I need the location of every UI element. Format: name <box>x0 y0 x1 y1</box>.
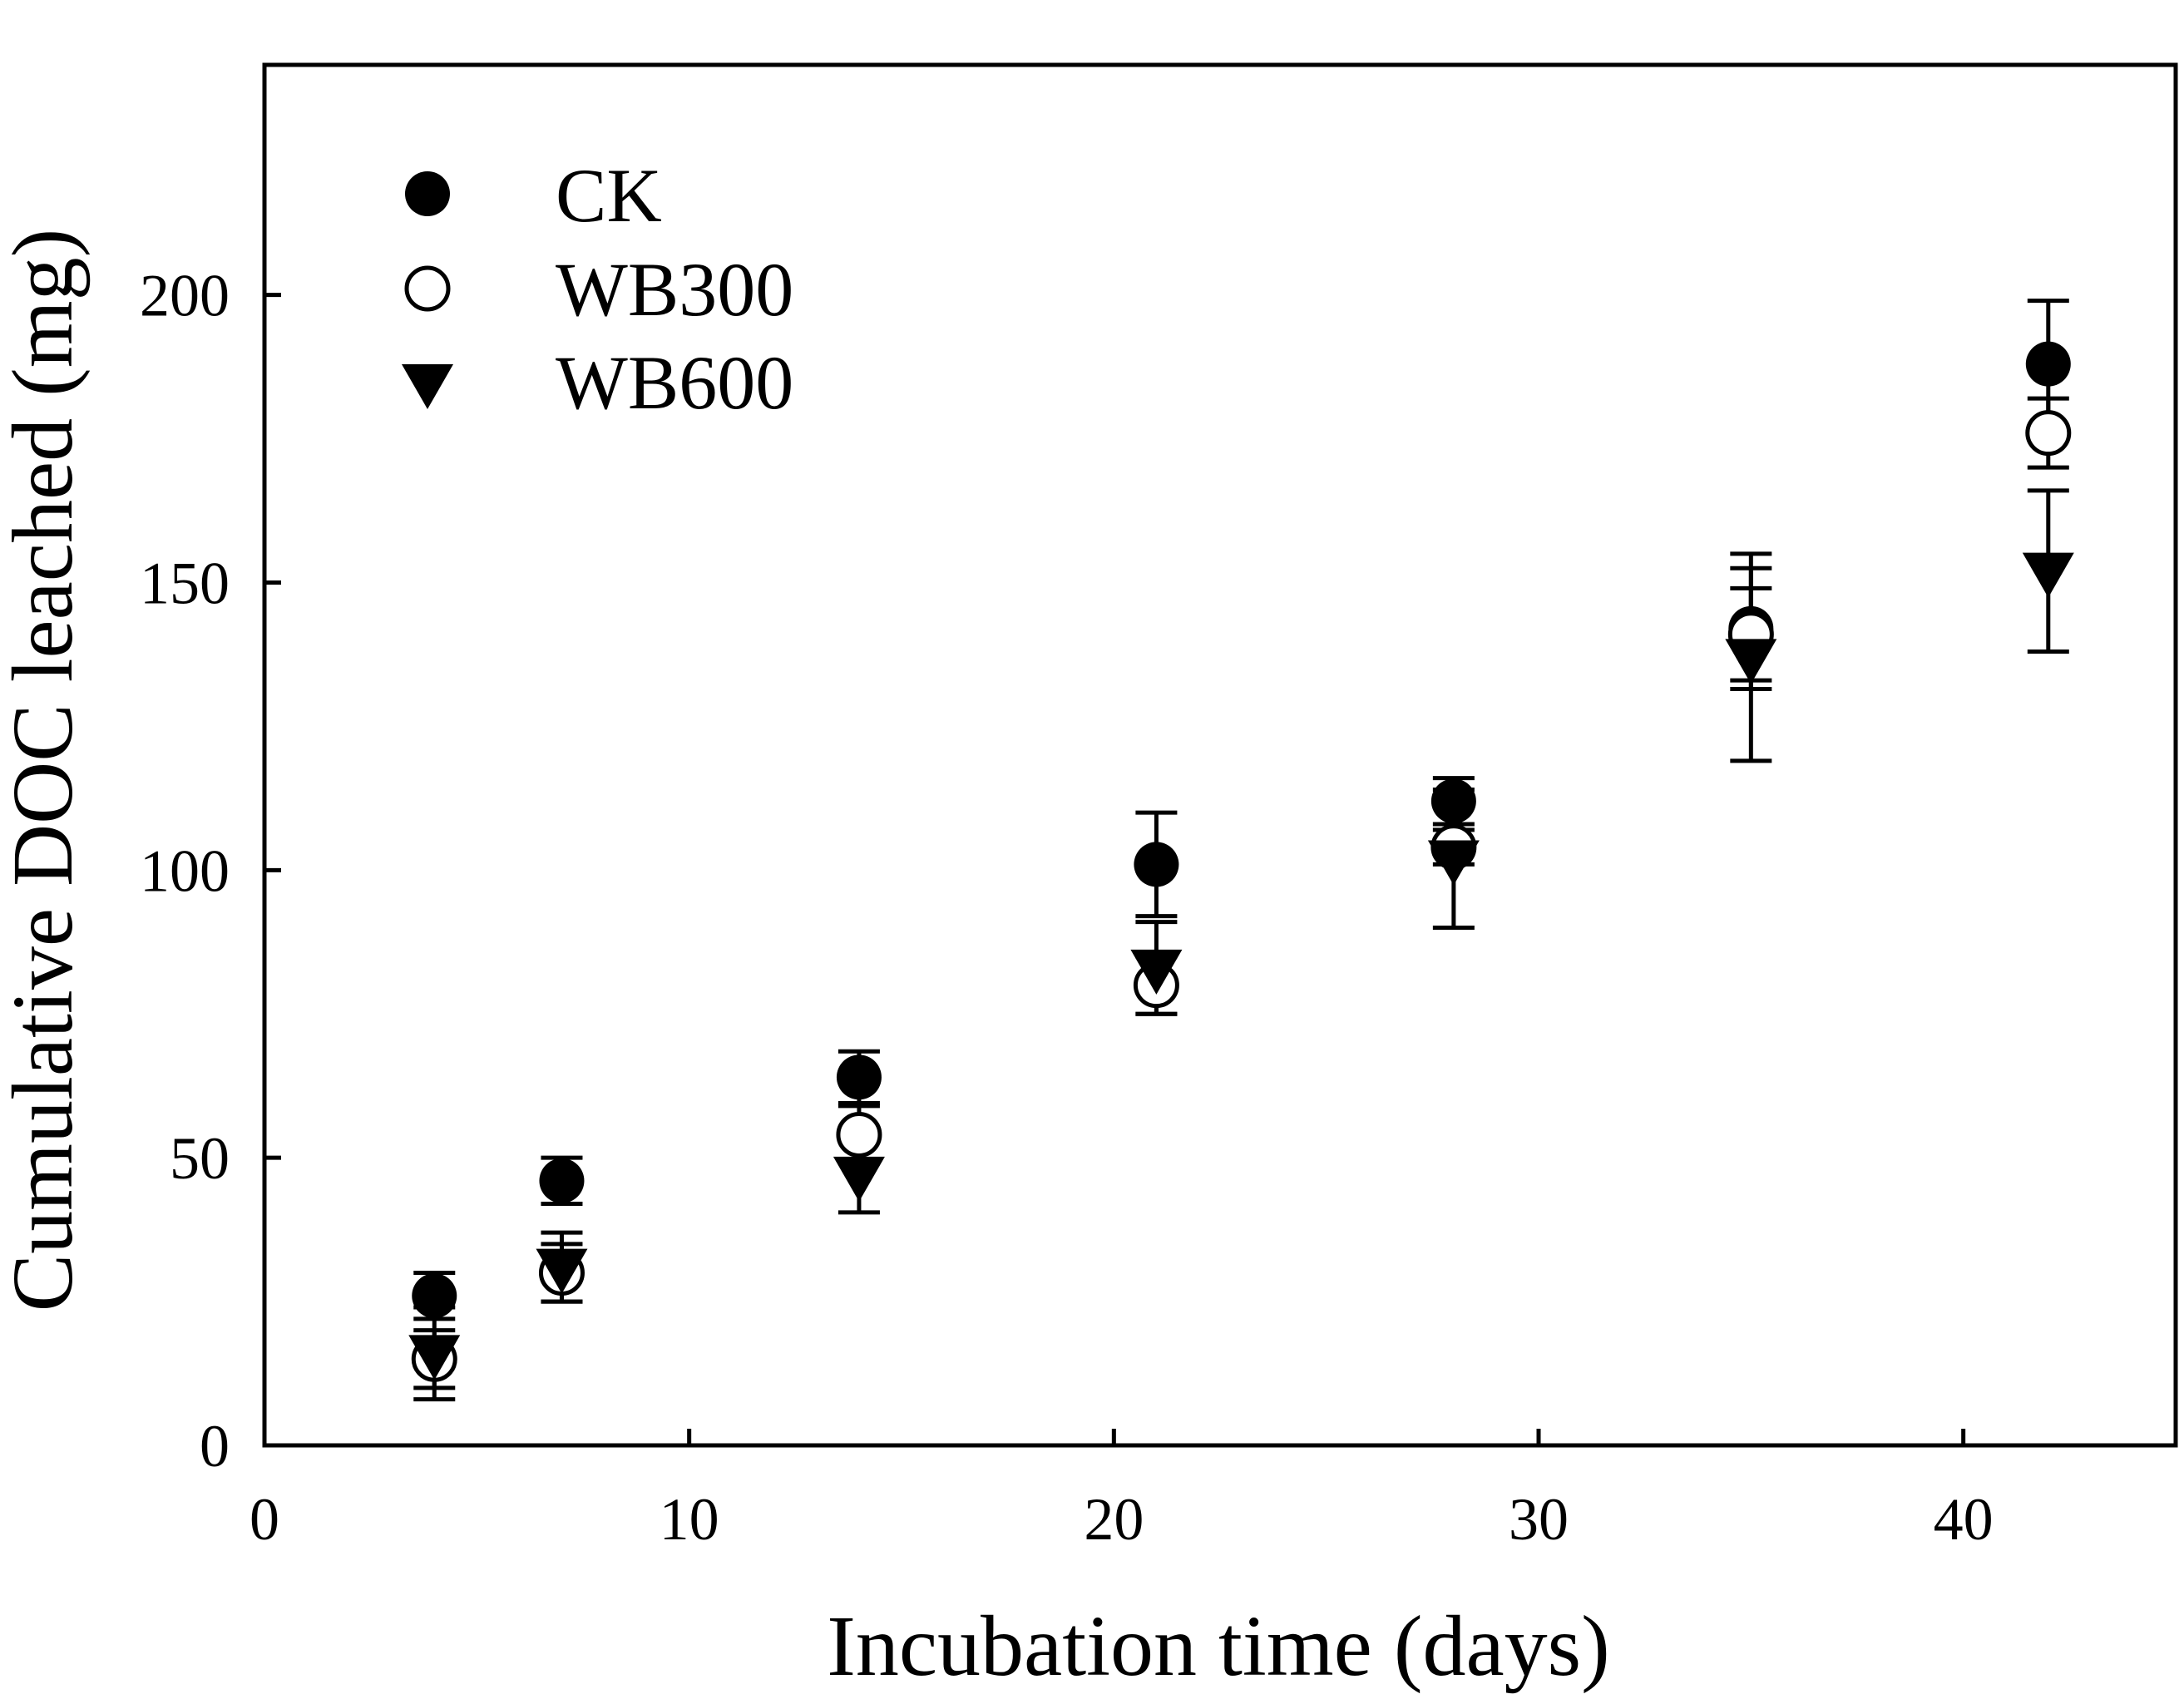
x-tick-label-30: 30 <box>1509 1486 1569 1553</box>
markers-layer <box>408 341 2074 1382</box>
legend-marker-ck <box>405 171 450 216</box>
y-axis-ticks: 0 50 100 150 200 <box>140 263 281 1479</box>
point-wb600-day-35 <box>1725 639 1777 684</box>
y-tick-label-50: 50 <box>170 1125 230 1192</box>
point-wb600-day-14 <box>833 1156 885 1202</box>
point-wb600-day-21 <box>1130 949 1183 995</box>
x-tick-label-20: 20 <box>1084 1486 1144 1553</box>
y-tick-label-100: 100 <box>140 837 230 904</box>
y-axis-title: Cumulative DOC leached (mg) <box>0 229 91 1312</box>
plot-frame <box>262 62 2178 1448</box>
point-wb600-day-7 <box>536 1248 588 1294</box>
legend-marker-wb600 <box>402 364 453 409</box>
point-ck-day-14 <box>836 1055 882 1100</box>
y-tick-label-150: 150 <box>140 551 230 617</box>
x-tick-label-0: 0 <box>250 1486 279 1553</box>
point-ck-day-21 <box>1134 842 1179 887</box>
x-axis-ticks: 0 10 20 30 40 <box>250 1429 1994 1553</box>
legend-label-ck: CK <box>556 153 662 238</box>
y-tick-label-200: 200 <box>140 263 230 329</box>
legend: CK WB300 WB600 <box>402 153 793 425</box>
point-wb600-day-28 <box>1427 840 1480 886</box>
legend-label-wb300: WB300 <box>556 247 793 332</box>
point-wb300-day-14 <box>836 1112 882 1158</box>
point-wb600-day-42 <box>2022 552 2074 598</box>
legend-marker-wb300 <box>404 265 451 312</box>
x-tick-label-40: 40 <box>1934 1486 1994 1553</box>
y-tick-label-0: 0 <box>200 1413 230 1479</box>
x-tick-label-10: 10 <box>660 1486 719 1553</box>
point-ck-day-7 <box>539 1158 585 1203</box>
point-ck-day-28 <box>1430 778 1476 824</box>
point-wb300-day-42 <box>2025 410 2072 457</box>
legend-label-wb600: WB600 <box>556 340 793 425</box>
point-ck-day-42 <box>2025 341 2071 387</box>
x-axis-title: Incubation time (days) <box>827 1598 1609 1694</box>
point-wb600-day-4 <box>408 1335 461 1380</box>
point-ck-day-4 <box>412 1273 457 1319</box>
